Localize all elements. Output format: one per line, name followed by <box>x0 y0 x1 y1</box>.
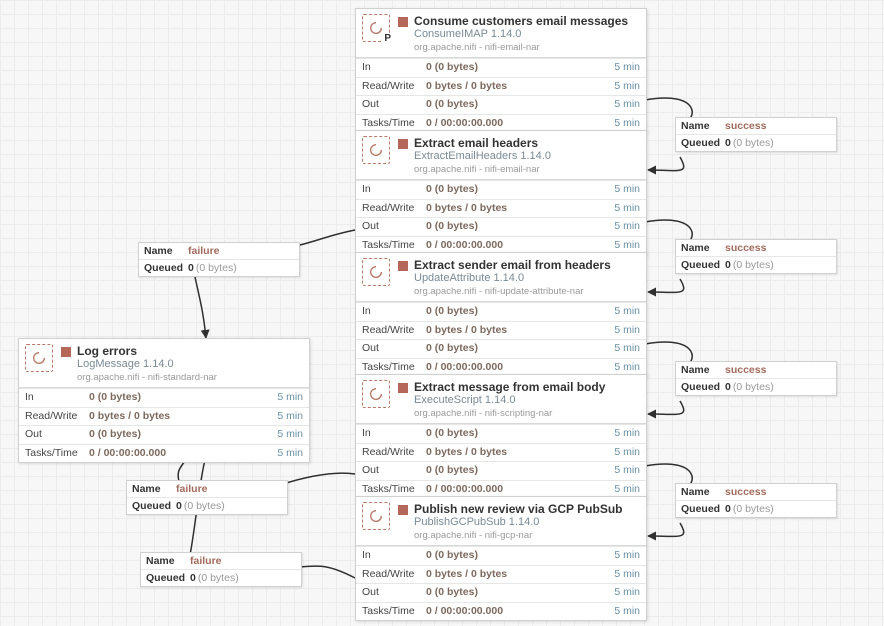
processor-icon <box>362 258 390 286</box>
processor-header: Extract email headers ExtractEmailHeader… <box>356 131 646 180</box>
connection-success-4[interactable]: Namesuccess Queued0(0 bytes) <box>675 483 837 518</box>
processor-title: Extract email headers <box>414 136 640 150</box>
connection-success-3[interactable]: Namesuccess Queued0(0 bytes) <box>675 361 837 396</box>
processor-type: ExecuteScript 1.14.0 <box>414 394 640 407</box>
processor-bundle: org.apache.nifi - nifi-standard-nar <box>77 372 303 384</box>
flow-canvas[interactable]: P Consume customers email messages Consu… <box>0 0 884 626</box>
processor-bundle: org.apache.nifi - nifi-update-attribute-… <box>414 286 640 298</box>
processor-extract-headers[interactable]: Extract email headers ExtractEmailHeader… <box>355 130 647 255</box>
processor-log-errors[interactable]: Log errors LogMessage 1.14.0 org.apache.… <box>18 338 310 463</box>
processor-title: Extract message from email body <box>414 380 640 394</box>
processor-header: P Consume customers email messages Consu… <box>356 9 646 58</box>
processor-title: Log errors <box>77 344 303 358</box>
processor-bundle: org.apache.nifi - nifi-email-nar <box>414 42 640 54</box>
processor-bundle: org.apache.nifi - nifi-scripting-nar <box>414 408 640 420</box>
run-status-stopped-icon <box>398 505 408 515</box>
processor-title: Publish new review via GCP PubSub <box>414 502 640 516</box>
processor-bundle: org.apache.nifi - nifi-email-nar <box>414 164 640 176</box>
processor-extract-sender[interactable]: Extract sender email from headers Update… <box>355 252 647 377</box>
processor-type: UpdateAttribute 1.14.0 <box>414 272 640 285</box>
processor-title: Consume customers email messages <box>414 14 640 28</box>
run-status-stopped-icon <box>398 17 408 27</box>
processor-type: ConsumeIMAP 1.14.0 <box>414 28 640 41</box>
processor-icon <box>362 380 390 408</box>
processor-header: Extract sender email from headers Update… <box>356 253 646 302</box>
connection-failure-3[interactable]: Namefailure Queued0(0 bytes) <box>140 552 302 587</box>
primary-node-badge: P <box>383 33 392 44</box>
run-status-stopped-icon <box>398 261 408 271</box>
processor-type: ExtractEmailHeaders 1.14.0 <box>414 150 640 163</box>
processor-icon: P <box>362 14 390 42</box>
processor-icon <box>25 344 53 372</box>
processor-title: Extract sender email from headers <box>414 258 640 272</box>
processor-publish-pubsub[interactable]: Publish new review via GCP PubSub Publis… <box>355 496 647 621</box>
connection-success-2[interactable]: Namesuccess Queued0(0 bytes) <box>675 239 837 274</box>
run-status-stopped-icon <box>398 383 408 393</box>
processor-header: Publish new review via GCP PubSub Publis… <box>356 497 646 546</box>
processor-bundle: org.apache.nifi - nifi-gcp-nar <box>414 530 640 542</box>
processor-consume-imap[interactable]: P Consume customers email messages Consu… <box>355 8 647 133</box>
processor-icon <box>362 136 390 164</box>
processor-type: PublishGCPubSub 1.14.0 <box>414 516 640 529</box>
connection-failure-2[interactable]: Namefailure Queued0(0 bytes) <box>126 480 288 515</box>
processor-type: LogMessage 1.14.0 <box>77 358 303 371</box>
run-status-stopped-icon <box>398 139 408 149</box>
processor-header: Extract message from email body ExecuteS… <box>356 375 646 424</box>
connection-failure-1[interactable]: Namefailure Queued0(0 bytes) <box>138 242 300 277</box>
processor-icon <box>362 502 390 530</box>
processor-header: Log errors LogMessage 1.14.0 org.apache.… <box>19 339 309 388</box>
run-status-stopped-icon <box>61 347 71 357</box>
processor-extract-body[interactable]: Extract message from email body ExecuteS… <box>355 374 647 499</box>
connection-success-1[interactable]: Namesuccess Queued0(0 bytes) <box>675 117 837 152</box>
